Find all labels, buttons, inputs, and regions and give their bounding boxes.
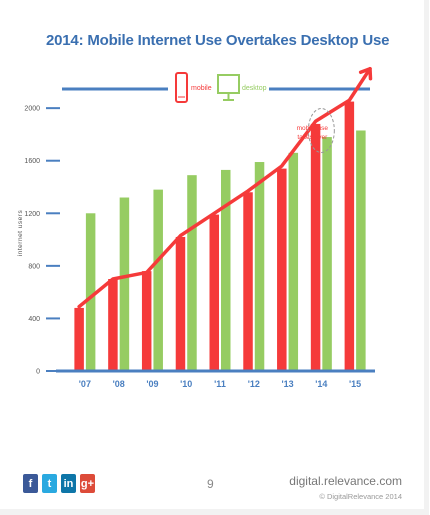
copyright: © DigitalRelevance 2014	[319, 492, 402, 501]
takeover-highlight-circle	[307, 107, 335, 153]
y-tick-label: 0	[36, 369, 40, 376]
bar-mobile	[310, 123, 321, 372]
x-tick-label: '13	[281, 379, 293, 389]
x-tick-label: '14	[315, 379, 327, 389]
annotation-text: mobile use	[297, 125, 329, 132]
bar-mobile	[277, 168, 287, 371]
bar-mobile	[344, 101, 355, 372]
desktop-monitor-icon	[217, 74, 240, 94]
legend-label-desktop: desktop	[242, 85, 267, 92]
mobile-phone-icon	[175, 72, 188, 103]
y-axis-label: internet users	[17, 210, 24, 257]
bar-desktop	[119, 197, 130, 371]
bar-desktop	[187, 175, 197, 371]
bar-mobile	[141, 271, 152, 371]
x-tick-label: '09	[146, 379, 158, 389]
bar-desktop	[288, 152, 299, 371]
legend-label-mobile: mobile	[191, 85, 212, 92]
page-title: 2014: Mobile Internet Use Overtakes Desk…	[46, 32, 390, 49]
x-tick-label: '08	[113, 379, 125, 389]
bar-mobile	[209, 214, 219, 371]
annotation-text: takes over	[297, 134, 328, 141]
bar-mobile	[74, 307, 84, 371]
page-number: 9	[207, 477, 214, 491]
y-tick-label: 1200	[24, 211, 40, 218]
bar-mobile	[175, 236, 186, 371]
x-tick-label: '07	[79, 379, 91, 389]
y-tick-label: 400	[28, 316, 40, 323]
x-tick-label: '10	[180, 379, 192, 389]
google-plus-icon[interactable]: g+	[80, 474, 95, 493]
x-tick-label: '15	[349, 379, 361, 389]
x-tick-label: '11	[214, 379, 226, 389]
twitter-icon[interactable]: t	[42, 474, 57, 493]
bar-desktop	[322, 137, 332, 371]
y-tick-label: 800	[28, 263, 40, 270]
bar-desktop	[254, 162, 265, 371]
bar-mobile	[243, 192, 253, 371]
y-tick-label: 1600	[24, 158, 40, 165]
mobile-trend-line	[77, 66, 372, 309]
bar-mobile	[108, 279, 118, 371]
social-share-icons: f t in g+	[23, 474, 95, 493]
x-tick-label: '12	[248, 379, 260, 389]
bar-desktop	[85, 213, 96, 371]
y-tick-label: 2000	[24, 106, 40, 113]
bar-desktop	[356, 130, 366, 371]
facebook-icon[interactable]: f	[23, 474, 38, 493]
linkedin-icon[interactable]: in	[61, 474, 76, 493]
bar-desktop	[221, 169, 231, 371]
trend-arrowhead	[358, 66, 373, 81]
bar-desktop	[153, 189, 163, 371]
site-link[interactable]: digital.relevance.com	[289, 474, 402, 488]
